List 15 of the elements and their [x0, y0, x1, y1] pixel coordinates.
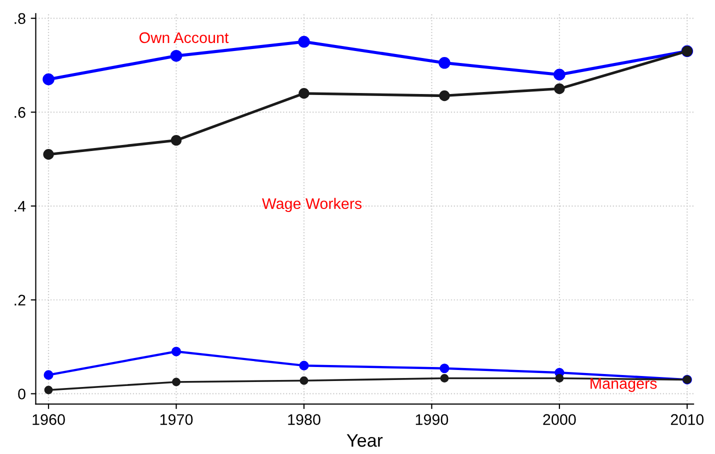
x-tick-label: 2000: [543, 414, 576, 426]
annotation: Own Account: [139, 32, 229, 44]
x-tick-label: 1980: [288, 414, 320, 426]
x-tick-label: 1990: [416, 414, 448, 426]
x-tick-label: 1960: [32, 414, 65, 426]
x-axis-title: Year: [346, 434, 383, 447]
y-tick-label: .6: [14, 107, 26, 118]
y-tick-label: .4: [14, 201, 26, 212]
y-tick-label: 0: [18, 388, 26, 400]
y-tick-label: .2: [14, 294, 26, 306]
annotation: Wage Workers: [262, 198, 362, 212]
x-tick-label: 2010: [670, 414, 704, 426]
annotation: Managers: [590, 378, 657, 392]
x-tick-label: 1970: [160, 414, 193, 426]
y-tick-label: .8: [14, 13, 26, 24]
